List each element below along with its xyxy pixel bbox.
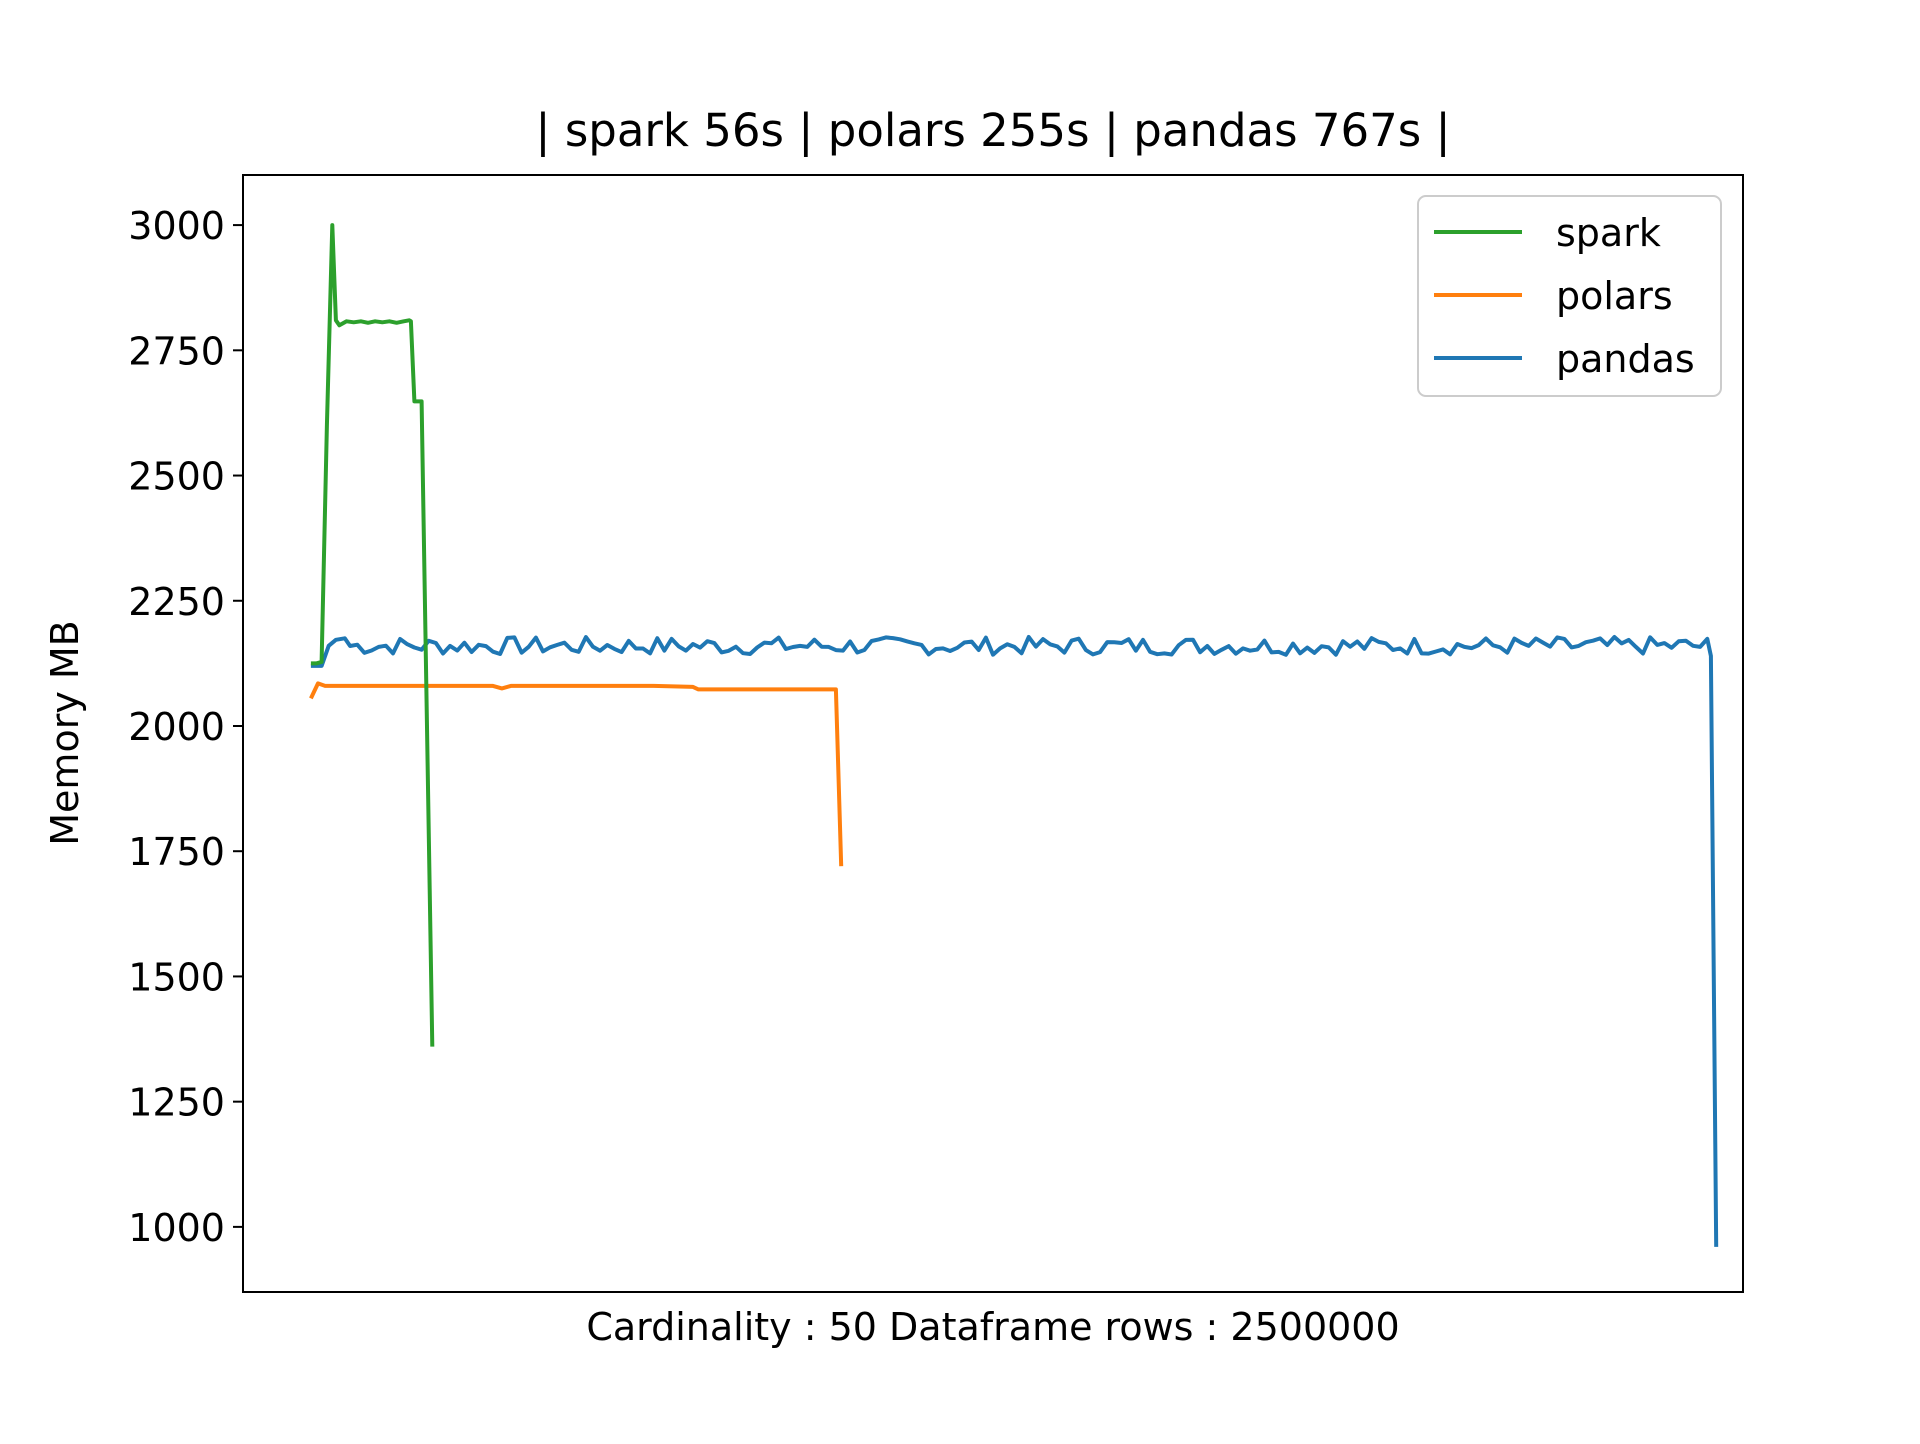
- legend-label-pandas: pandas: [1556, 337, 1695, 381]
- x-axis-label: Cardinality : 50 Dataframe rows : 250000…: [586, 1305, 1399, 1349]
- legend-label-spark: spark: [1556, 211, 1661, 255]
- legend-box: [1417, 195, 1722, 397]
- y-tick-label: 1500: [128, 955, 225, 999]
- y-tick-label: 2750: [128, 329, 225, 373]
- series-line-polars: [309, 681, 844, 867]
- y-tick-label: 2000: [128, 705, 225, 749]
- y-tick-label: 1250: [128, 1081, 225, 1125]
- y-axis: 1000 1250 1500 1750 2000 2250 2500 2750 3000: [128, 204, 243, 1250]
- y-axis-label: Memory MB: [43, 620, 87, 845]
- legend-label-polars: polars: [1556, 274, 1673, 318]
- plot-frame: [242, 174, 1744, 1293]
- chart-title: | spark 56s | polars 255s | pandas 767s …: [535, 104, 1450, 157]
- plot-lines: [309, 223, 1719, 1247]
- y-tick-label: 2250: [128, 580, 225, 624]
- series-line-spark: [310, 223, 435, 1047]
- y-tick-label: 3000: [128, 204, 225, 248]
- series-line-pandas: [310, 635, 1719, 1247]
- legend: spark polars pandas: [1417, 195, 1722, 397]
- y-tick-label: 2500: [128, 455, 225, 499]
- y-tick-label: 1000: [128, 1206, 225, 1250]
- y-tick-label: 1750: [128, 830, 225, 874]
